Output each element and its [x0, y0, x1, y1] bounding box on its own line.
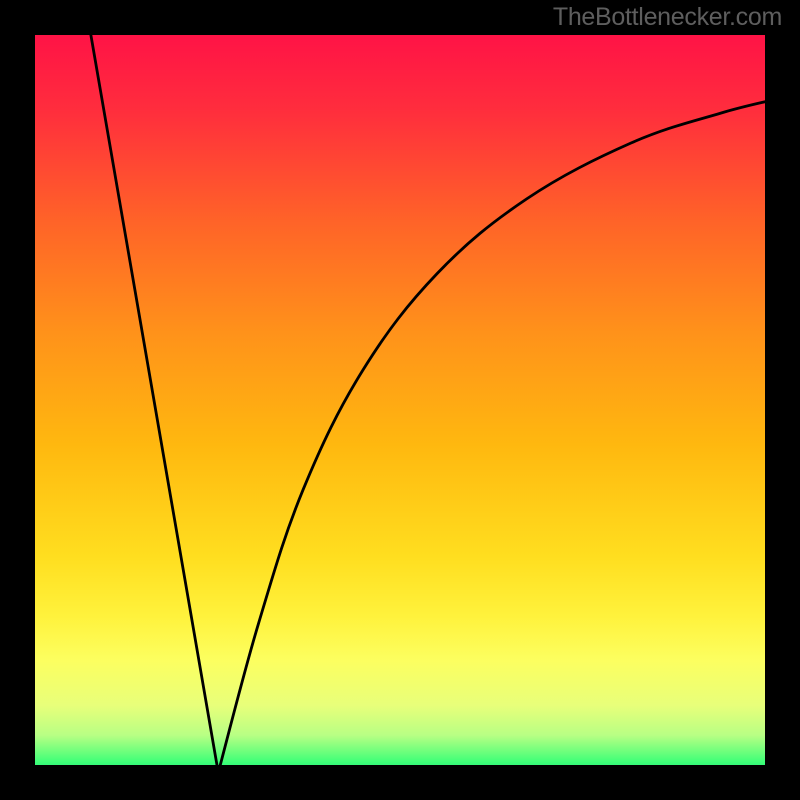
bottleneck-chart: TheBottlenecker.com: [0, 0, 800, 800]
apex-marker: [207, 766, 229, 780]
watermark-text: TheBottlenecker.com: [553, 3, 782, 32]
bottleneck-curve: [0, 0, 800, 800]
